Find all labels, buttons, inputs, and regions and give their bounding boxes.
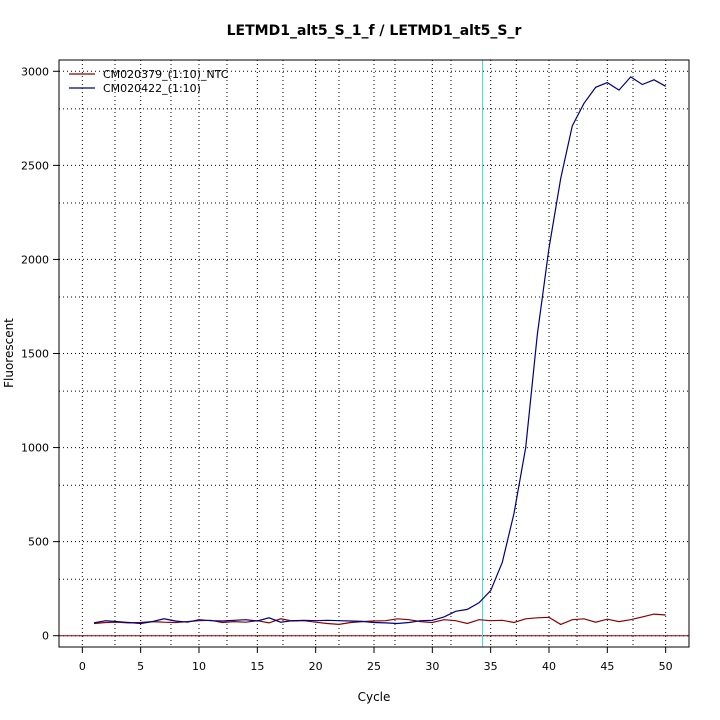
axis-layer: 0 5 10 15 20 25 30 35 40 45 5005001000150020002500… — [21, 65, 673, 673]
plot-frame — [58, 59, 690, 648]
x-tick-label: 35 — [484, 660, 498, 673]
chart-title: LETMD1_alt5_S_1_f / LETMD1_alt5_S_r — [227, 23, 522, 39]
x-tick-label: 40 — [542, 660, 556, 673]
x-tick-label: 15 — [250, 660, 264, 673]
x-tick-label: 50 — [659, 660, 673, 673]
y-tick-label: 0 — [42, 630, 49, 643]
x-tick-label: 10 — [192, 660, 206, 673]
x-tick-label: 45 — [600, 660, 614, 673]
x-tick-label: 20 — [309, 660, 323, 673]
legend-entry: CM020379_(1:10)_NTC — [103, 68, 229, 81]
x-tick-label: 0 — [79, 660, 86, 673]
y-tick-label: 1500 — [21, 348, 49, 361]
legend-entry: CM020422_(1:10) — [103, 82, 201, 95]
x-tick-label: 5 — [137, 660, 144, 673]
series-line-2 — [93, 76, 666, 625]
grid-layer — [59, 60, 689, 647]
x-tick-label: 25 — [367, 660, 381, 673]
y-tick-label: 500 — [28, 536, 49, 549]
y-tick-label: 2500 — [21, 159, 49, 172]
y-tick-label: 2000 — [21, 253, 49, 266]
y-tick-label: 3000 — [21, 65, 49, 78]
x-tick-label: 30 — [425, 660, 439, 673]
series-layer — [59, 60, 689, 647]
y-tick-label: 1000 — [21, 442, 49, 455]
x-axis-label: Cycle — [358, 690, 391, 704]
y-axis-label: Fluorescent — [2, 318, 16, 388]
